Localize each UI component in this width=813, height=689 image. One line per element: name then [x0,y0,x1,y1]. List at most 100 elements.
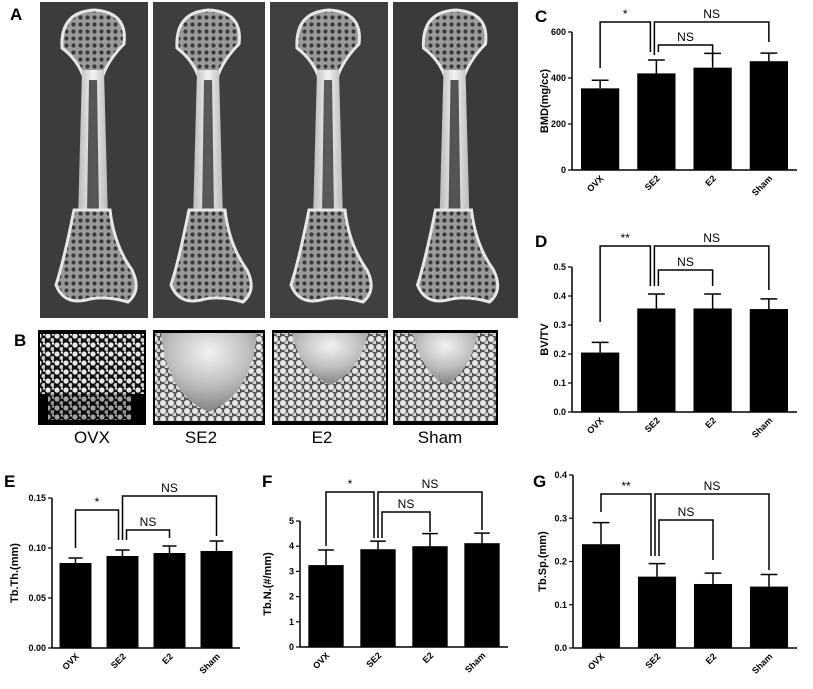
trabecular-3d-images [38,330,498,425]
significance-label: ** [621,231,631,245]
bar-sham [749,586,789,648]
trabecular-image-0 [38,330,146,425]
significance-bracket [657,44,714,62]
y-tick-label: 0.15 [28,493,46,503]
significance-bracket [657,269,714,286]
group-label-sham: Sham [418,428,462,447]
bar-se2 [637,576,677,648]
y-tick-label: 0.10 [28,543,46,553]
bar-sham [200,551,233,648]
significance-label: NS [678,505,695,519]
chart-tb-n: 0 1 2 3 4 5 Tb.N.(#/mm) OVX SE2 E2 Sham * NS NS [262,477,508,675]
significance-bracket [658,519,714,560]
significance-bracket [653,245,770,290]
significance-bracket [599,21,652,68]
panel-letter-c: C [535,7,547,26]
category-label: SE2 [643,173,662,192]
significance-label: * [95,495,100,509]
significance-bracket [325,491,375,546]
y-axis-label: Tb.N.(#/mm) [262,552,274,616]
chart-bmd: 0 200 400 600 BMD(mg/cc) OVX SE2 E2 Sham * NS NS [539,7,797,198]
bar-se2 [106,556,139,648]
category-label: E2 [421,650,436,665]
femur-image-1 [153,2,265,318]
y-tick-label: 1 [289,617,294,627]
y-tick-label: 0.5 [553,262,566,272]
significance-bracket [74,509,120,548]
panel-letter-f: F [262,472,272,491]
category-label: Sham [463,650,487,674]
significance-label: NS [704,479,721,493]
femur-distal-condyle [169,208,253,304]
bar-ovx [581,352,620,412]
panel-letter-a: A [10,5,22,24]
group-label-se2: SE2 [185,428,217,447]
category-label: E2 [704,651,719,666]
bar-se2 [637,308,676,412]
y-tick-label: 400 [551,73,566,83]
category-label: OVX [585,415,606,436]
bar-sham [749,61,788,170]
y-tick-label: 0.1 [554,600,567,610]
category-label: SE2 [109,651,128,670]
y-tick-label: 0.2 [553,349,566,359]
femur-marrow [87,80,99,215]
significance-label: NS [677,30,694,44]
y-tick-label: 0.05 [28,593,46,603]
bar-se2 [360,549,396,647]
y-tick-label: 200 [551,119,566,129]
significance-bracket [121,495,218,540]
bar-se2 [637,73,676,170]
y-tick-label: 0.00 [28,643,46,653]
bar-e2 [693,583,733,648]
y-tick-label: 0 [561,165,566,175]
trabecular-image-1 [153,330,265,425]
chart-tb-th: 0.00 0.05 0.10 0.15 Tb.Th.(mm) OVX SE2 E2 Sham * N… [9,481,240,676]
femur-image-0 [40,2,148,318]
category-label: SE2 [364,650,383,669]
category-label: SE2 [643,415,662,434]
significance-label: NS [422,477,439,491]
bar-ovx [308,565,344,647]
femur-distal-condyle [415,208,500,304]
panel-letter-b: B [14,331,26,350]
y-tick-label: 3 [289,566,294,576]
bar-e2 [153,553,186,648]
y-tick-label: 0.0 [554,643,567,653]
panel-letter-g: G [533,472,546,491]
femur-image-2 [270,2,388,318]
chart-tb-sp: 0.0 0.1 0.2 0.3 0.4 Tb.Sp.(mm) OVX SE2 E2 Sham ** N… [537,470,797,676]
category-label: E2 [703,173,718,188]
bar-ovx [581,544,621,648]
y-tick-label: 0.4 [554,470,567,480]
category-label: Sham [750,415,774,439]
y-tick-label: 0.0 [553,407,566,417]
significance-label: ** [621,479,631,493]
significance-bracket [377,491,483,538]
significance-label: NS [140,515,157,529]
y-tick-label: 0.2 [554,557,567,567]
category-label: OVX [60,651,81,672]
femur-distal-condyle [54,208,138,304]
y-tick-label: 4 [289,541,294,551]
category-label: E2 [160,651,175,666]
bar-sham [749,309,788,412]
significance-label: NS [703,231,720,245]
panel-letter-e: E [4,472,15,491]
category-label: Sham [750,651,774,675]
category-label: OVX [311,650,332,671]
trabecular-cortical-shell [161,333,257,412]
significance-label: NS [703,7,720,21]
bar-ovx [581,88,620,170]
trabecular-image-3 [393,330,498,425]
trabecular-cortical-shell [292,333,368,385]
significance-label: * [348,477,353,491]
significance-bracket [600,493,652,556]
trabecular-structure-lower [48,394,131,420]
group-label-ovx: OVX [74,428,110,447]
femur-proximal-head [295,8,361,80]
y-tick-label: 600 [551,27,566,37]
femur-marrow [202,80,214,215]
y-tick-label: 2 [289,592,294,602]
